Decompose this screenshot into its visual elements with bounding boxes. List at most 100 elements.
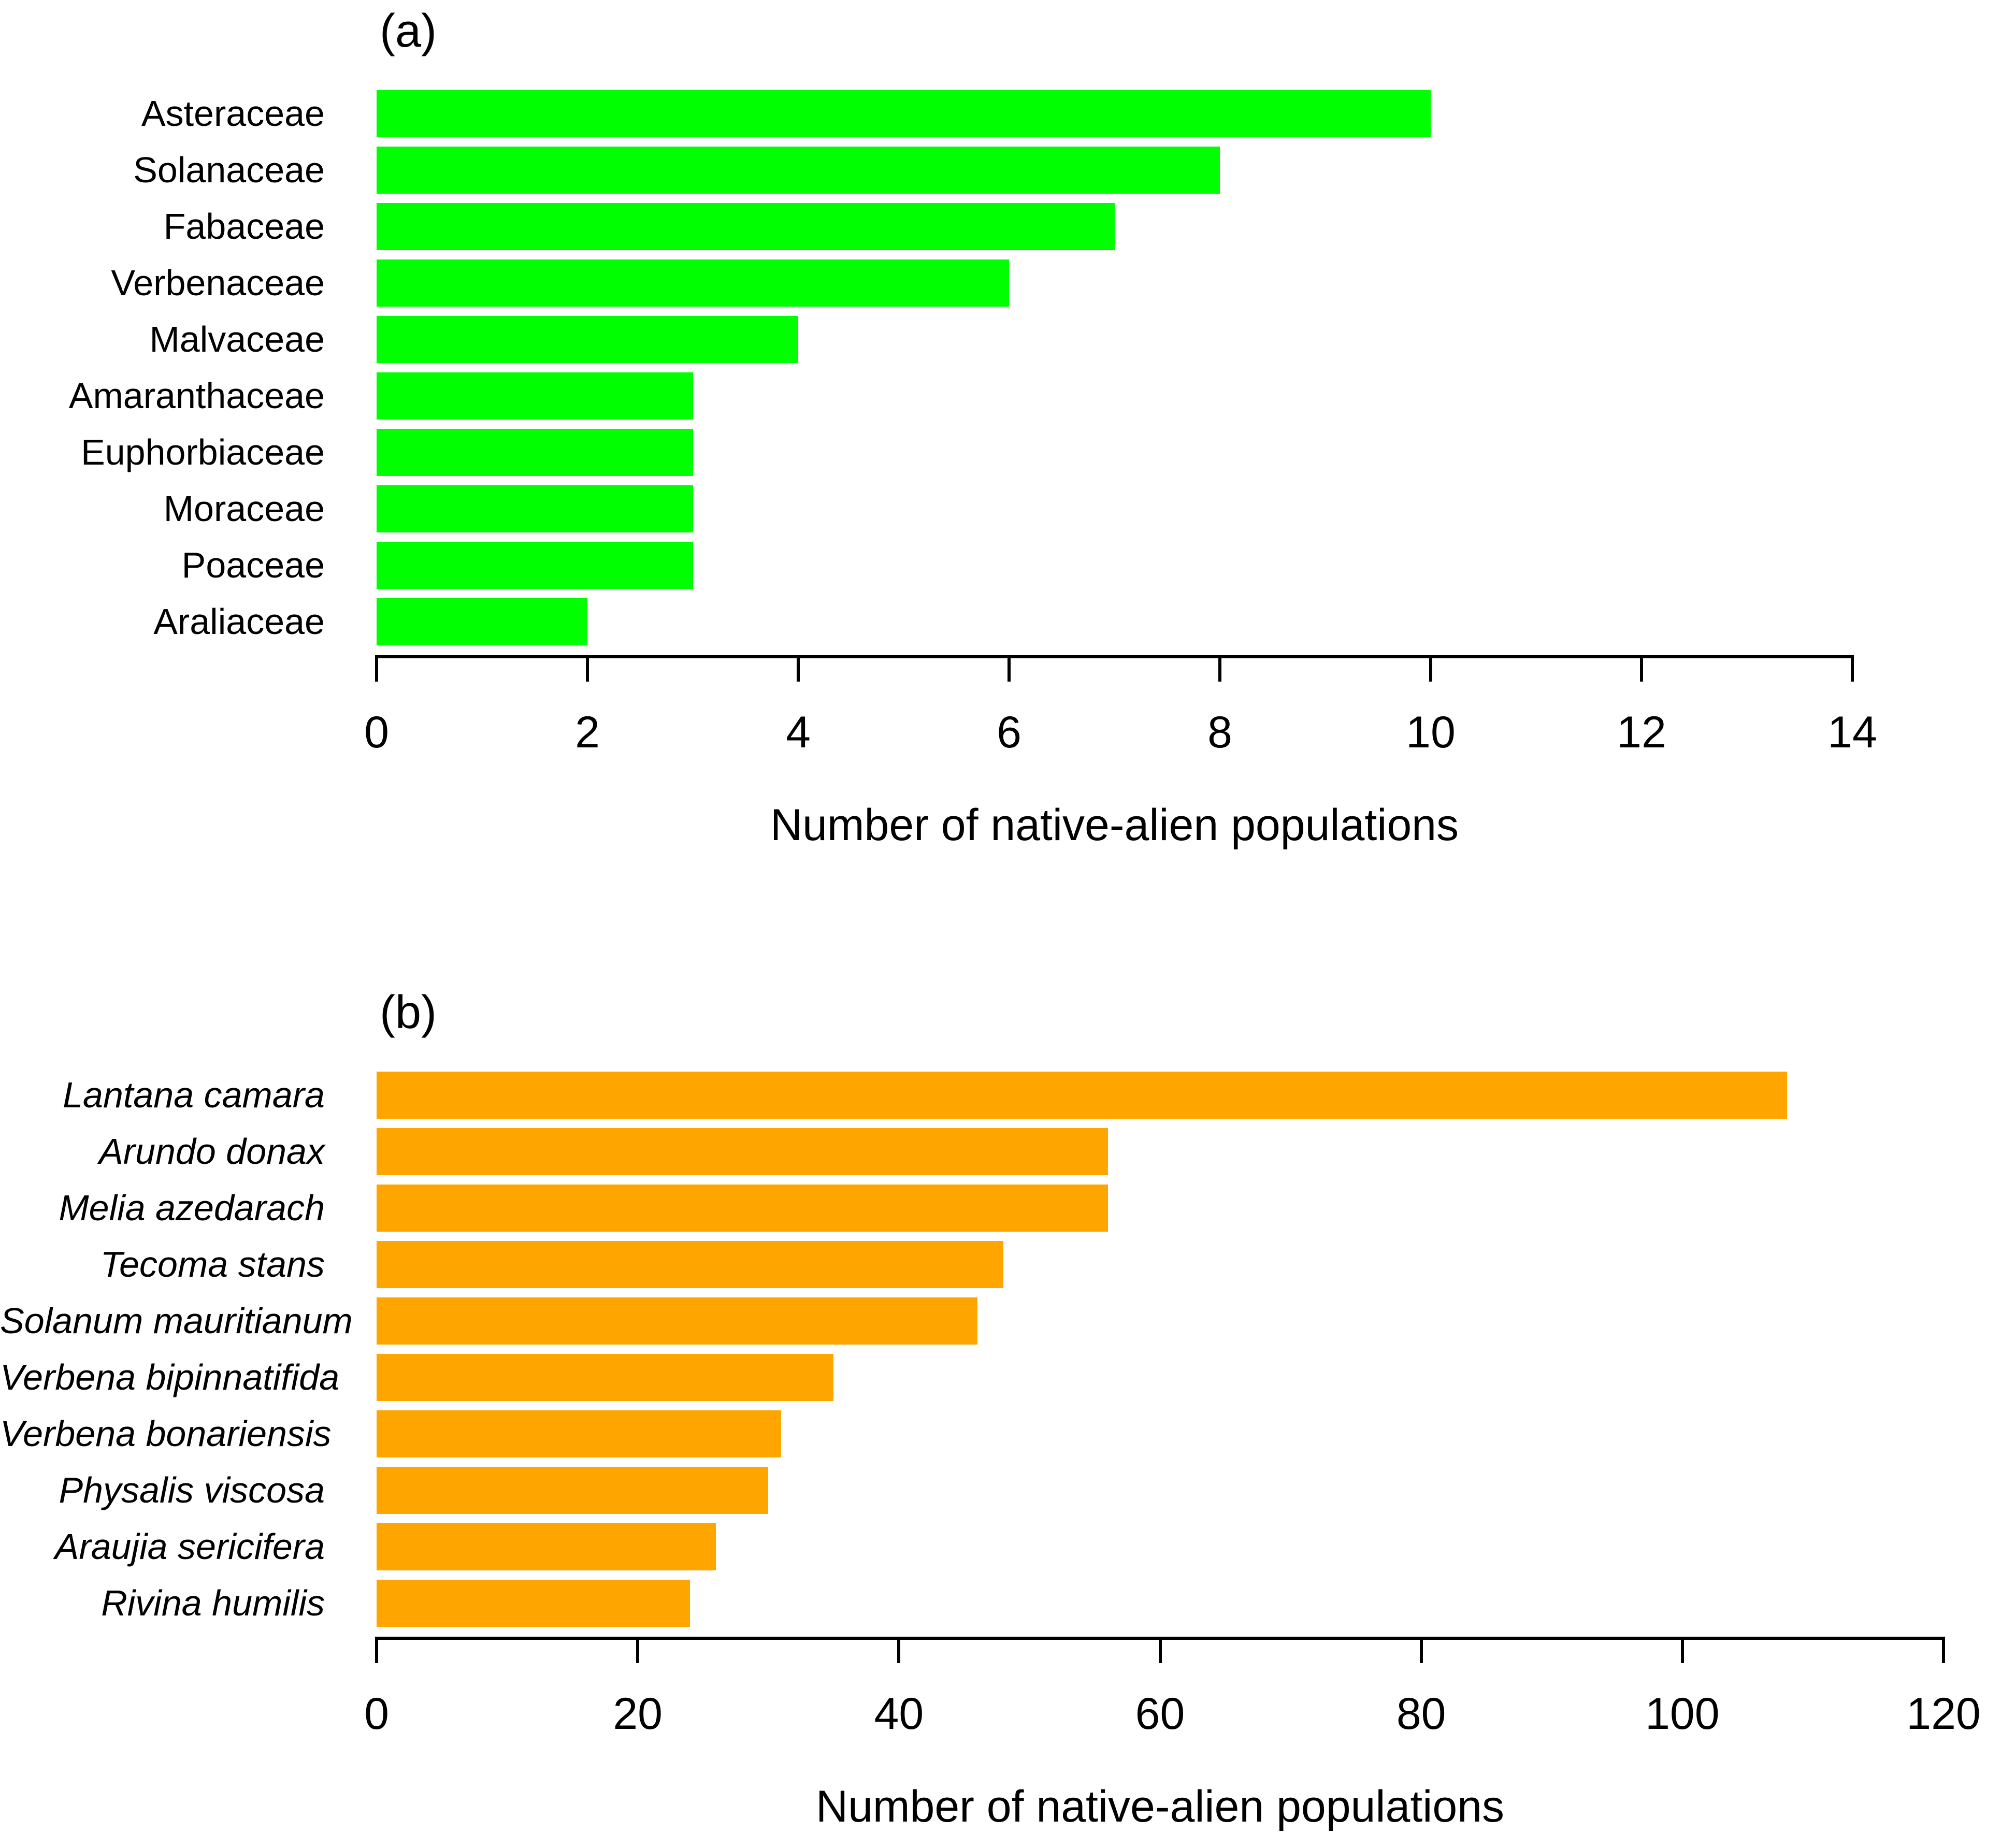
category-row: Arundo donax [0,1123,1944,1180]
axis-tick-label: 120 [1906,1689,1981,1739]
bar-track [377,372,1852,420]
bar [377,598,587,645]
bar [377,259,1009,307]
axis-tick [1851,658,1854,682]
panel-b-title: (b) [380,987,437,1038]
bar-track [377,429,1852,476]
bar [377,203,1115,250]
bar-track [377,1297,1944,1345]
axis-tick-label: 100 [1645,1689,1720,1739]
category-row: Tecoma stans [0,1236,1944,1293]
axis-tick [1429,658,1432,682]
bar [377,372,693,420]
axis-tick-label: 4 [786,708,811,757]
bar-track [377,259,1852,307]
category-label: Asteraceae [141,93,325,134]
axis-tick [375,1639,378,1663]
category-row: Melia azedarach [0,1180,1944,1236]
category-label: Verbena bipinnatifida [0,1357,340,1397]
axis-tick-label: 14 [1827,708,1877,757]
axis-tick-label: 0 [364,1689,389,1739]
axis-tick-label: 10 [1406,708,1456,757]
category-label: Melia azedarach [59,1188,325,1228]
category-label: Solanum mauritianum [0,1301,353,1341]
bar-track [377,598,1852,645]
axis-tick-label: 40 [874,1689,924,1739]
bar-chart-species: Lantana camara Arundo donax Melia azedarac… [0,1067,1944,1632]
category-label: Lantana camara [63,1075,325,1115]
bar-track [377,90,1852,137]
category-label: Malvaceae [149,319,325,359]
axis-tick [797,658,800,682]
bar-track [377,1128,1944,1175]
bar-track [377,1523,1944,1570]
bar [377,1467,769,1514]
bar [377,1185,1108,1232]
bar-track [377,147,1852,194]
category-row: Verbena bonariensis [0,1406,1944,1462]
bar-track [377,1410,1944,1457]
category-row: Araujia sericifera [0,1519,1944,1575]
bar [377,1523,716,1570]
category-row: Lantana camara [0,1067,1944,1123]
category-row: Amaranthaceae [0,368,1852,424]
category-label: Poaceae [181,545,325,585]
axis-tick-label: 12 [1617,708,1666,757]
bar-track [377,1185,1944,1232]
axis-tick [1007,658,1011,682]
x-axis-families: 0 2 4 6 8 10 12 14 [364,655,1877,785]
axis-tick-label: 80 [1396,1689,1446,1739]
axis-tick [897,1639,901,1663]
axis-tick-label: 8 [1207,708,1232,757]
axis-tick [1640,658,1643,682]
category-label: Rivina humilis [101,1583,325,1623]
axis-tick [1419,1639,1423,1663]
axis-tick [1158,1639,1162,1663]
axis-tick-label: 0 [364,708,389,757]
category-row: Araliaceae [0,594,1852,650]
bar [377,1297,977,1345]
category-row: Solanaceae [0,142,1852,198]
axis-line [375,655,1854,658]
bar-track [377,1580,1944,1627]
bar [377,542,693,589]
bar-track [377,485,1852,532]
category-label: Physalis viscosa [59,1470,325,1510]
bar [377,147,1220,194]
category-label: Arundo donax [99,1131,325,1172]
axis-tick [1218,658,1221,682]
axis-tick [586,658,589,682]
axis-tick-label: 60 [1135,1689,1185,1739]
category-row: Euphorbiaceae [0,424,1852,481]
bar-track [377,542,1852,589]
category-label: Fabaceae [163,206,325,247]
axis-tick [375,658,378,682]
axis-tick [1942,1639,1945,1663]
axis-tick-label: 20 [613,1689,663,1739]
category-label: Verbenaceae [111,263,325,303]
axis-line [375,1637,1945,1640]
bar [377,1354,834,1401]
bar-track [377,1072,1944,1119]
bar-track [377,1354,1944,1401]
category-label: Araliaceae [153,601,325,642]
x-axis-label-species: Number of native-alien populations [815,1782,1504,1831]
bar [377,316,798,363]
category-row: Physalis viscosa [0,1462,1944,1519]
bar-track [377,316,1852,363]
x-axis-species: 0 20 40 60 80 100 120 [364,1637,1981,1766]
category-row: Malvaceae [0,311,1852,368]
bar [377,429,693,476]
axis-tick [1680,1639,1684,1663]
category-row: Solanum mauritianum [0,1293,1944,1349]
category-row: Rivina humilis [0,1575,1944,1632]
bar [377,1072,1787,1119]
x-axis-label-families: Number of native-alien populations [770,800,1459,850]
bar [377,1580,690,1627]
bar-chart-families: Asteraceae Solanaceae Fabaceae Verbenaceae M… [0,85,1852,650]
category-row: Verbenaceae [0,255,1852,311]
category-row: Asteraceae [0,85,1852,142]
bar-track [377,1467,1944,1514]
category-label: Verbena bonariensis [0,1413,332,1454]
category-row: Moraceae [0,481,1852,537]
